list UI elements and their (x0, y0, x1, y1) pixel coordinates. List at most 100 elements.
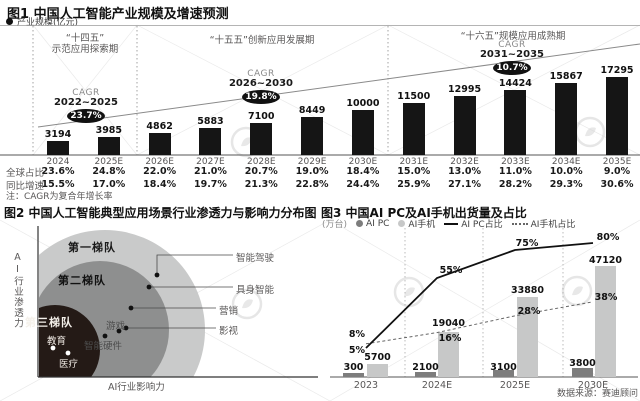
fig2-point-dot (123, 325, 129, 331)
fig1-bar-value: 17295 (600, 65, 634, 76)
dashed-line-icon (511, 222, 528, 225)
fig3-pc-share-line (365, 242, 594, 349)
fig3-title: 图3 中国AI PC及AI手机出货量及占比 (321, 206, 527, 220)
fig2-leader-line (156, 254, 233, 275)
fig3-phone-bar (438, 332, 459, 377)
fig1-bar-value: 3985 (95, 125, 123, 136)
fig2-tier-label: 第一梯队 (68, 241, 116, 254)
fig1-growth-value: 25.9% (397, 179, 431, 190)
fig1-row-label-growth: 同比增速 (6, 181, 45, 192)
fig1-share-value: 23.6% (41, 166, 75, 177)
fig2-x-axis-label: AI行业影响力 (108, 382, 165, 393)
fig3-phone-share-value: 38% (594, 292, 618, 303)
fig3-x-tick: 2025E (499, 380, 531, 391)
fig1-x-tick: 2028E (246, 157, 276, 167)
fig1-x-tick: 2033E (501, 157, 530, 167)
fig3-pc-share-value: 75% (515, 238, 539, 249)
fig3-phone-share-value: 16% (438, 333, 462, 344)
fig3-legend-phone-share-label: AI手机占比 (530, 220, 576, 230)
fig1-bar-value: 12995 (448, 84, 482, 95)
fig1-bar-value: 7100 (248, 111, 275, 122)
fig1-bar (555, 83, 578, 155)
fig1-growth-value: 22.8% (295, 179, 329, 190)
fig1-bar (453, 96, 476, 155)
fig3-legend: (万台) AI PC AI手机 AI PC占比 AI手机占比 (322, 217, 576, 231)
fig1-cagr-value: 19.8% (245, 92, 277, 102)
ai-phone-dot-icon (398, 220, 406, 227)
fig1-bar (606, 77, 629, 155)
fig1-cagr-value: 10.7% (496, 63, 528, 73)
fig3-pc-bar (572, 368, 593, 377)
fig1-bar-value: 11500 (397, 91, 431, 102)
fig1-x-tick: 2035E (602, 157, 632, 167)
fig1-cagr-badge: 10.7% (493, 61, 531, 75)
fig3-x-tick: 2030E (577, 380, 609, 391)
fig1-growth-value: 19.7% (193, 179, 227, 190)
fig2-point-dot (154, 272, 160, 278)
fig2-point-label: 营销 (219, 306, 239, 317)
fig3-pc-share-value: 5% (348, 345, 366, 356)
fig3-pc-share-value: 80% (596, 232, 620, 243)
fig3-plot: 300 2100 3100 3800 5700 19040 33880 47120 5% 55% 7… (320, 200, 640, 401)
fig3-svg (330, 228, 638, 378)
fig3-pc-bar-value: 3800 (569, 358, 596, 369)
fig1-title: 图1 中国人工智能产业规模及增速预测 (7, 7, 229, 22)
fig3-legend-ai-pc: AI PC (356, 219, 389, 229)
fig3-phone-bar (517, 297, 538, 377)
fig1-growth-value: 30.6% (600, 179, 634, 190)
fig1-x-tick: 2024 (46, 157, 70, 167)
fig1-cagr-badge: 19.8% (242, 90, 280, 104)
fig1-bar (250, 123, 273, 155)
fig2-tier-circles (39, 230, 205, 377)
fig3-pc-bar (343, 373, 364, 377)
fig2-section: 图2 中国人工智能典型应用场景行业渗透力与影响力分布图 第一梯队 第二梯队 第三梯队… (0, 200, 330, 401)
fig1-growth-value: 24.4% (346, 179, 380, 190)
fig3-legend-phone-share: AI手机占比 (511, 217, 576, 230)
ai-pc-dot-icon (356, 220, 364, 227)
fig1-x-tick: 2026E (145, 157, 174, 167)
fig1-share-value: 10.0% (549, 166, 583, 177)
fig3-pc-bar-value: 3100 (490, 362, 517, 373)
fig2-point-label: 教育 (47, 336, 67, 347)
fig1-growth-value: 28.2% (498, 179, 532, 190)
fig2-point-dot (128, 305, 134, 311)
fig1-section: 图1 中国人工智能产业规模及增速预测 产业规模(亿元) 3194 2024 23.6… (0, 0, 640, 202)
fig3-phone-share-value: 28% (517, 306, 541, 317)
fig3-phone-share-line (365, 301, 594, 345)
fig3-source: 数据来源：赛迪顾问 (556, 389, 638, 399)
fig2-point-dot (146, 284, 152, 290)
fig3-pc-bar (415, 372, 436, 377)
fig3-pc-bar (493, 370, 514, 377)
fig2-title: 图2 中国人工智能典型应用场景行业渗透力与影响力分布图 (4, 206, 317, 220)
fig2-point-label: 智能驾驶 (236, 253, 275, 264)
fig1-x-tick: 2032E (450, 157, 479, 167)
bar-series-dot-icon (6, 18, 13, 25)
fig1-x-tick: 2025E (94, 157, 124, 167)
fig1-share-value: 22.0% (143, 166, 177, 177)
fig1-x-tick: 2029E (297, 157, 327, 167)
fig1-phase-label: “十五五”创新应用发展期 (209, 35, 315, 46)
fig1-cagr-value: 23.7% (70, 111, 102, 121)
fig1-growth-value: 27.1% (448, 179, 482, 190)
fig1-growth-value: 17.0% (92, 179, 126, 190)
fig1-share-value: 18.4% (346, 166, 380, 177)
fig3-section: 图3 中国AI PC及AI手机出货量及占比 (万台) AI PC AI手机 AI… (320, 200, 640, 401)
fig2-point-dot (102, 333, 108, 339)
fig3-phone-bar (595, 266, 616, 377)
fig1-x-tick: 2030E (348, 157, 378, 167)
fig1-share-value: 24.8% (92, 166, 126, 177)
fig2-point-dot (50, 345, 56, 351)
fig1-share-value: 20.7% (244, 166, 278, 177)
fig1-trend-line (37, 43, 640, 128)
fig3-pc-share-value: 55% (439, 265, 463, 276)
fig2-point-label: 智能硬件 (84, 341, 123, 352)
fig1-growth-value: 18.4% (143, 179, 177, 190)
fig1-bar (47, 141, 69, 155)
fig1-phase-label: “十四五” (65, 33, 105, 44)
fig3-phone-bar-value: 33880 (510, 285, 545, 296)
fig3-legend-ai-phone-label: AI手机 (408, 220, 436, 230)
fig1-cagr-years: 2031~2035 (479, 49, 545, 60)
fig2-tier-label: 第二梯队 (58, 274, 106, 287)
fig1-share-value: 11.0% (498, 166, 532, 177)
fig1-bar-value: 4862 (146, 121, 173, 132)
